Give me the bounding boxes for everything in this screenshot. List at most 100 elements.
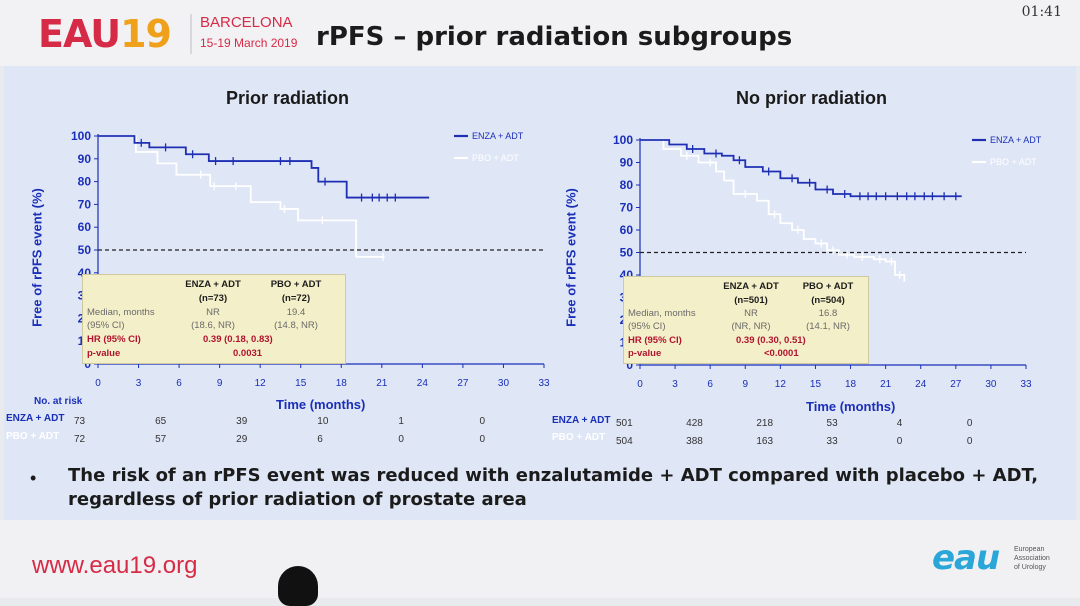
- stats-2-median-pbo: 16.8: [818, 308, 838, 319]
- slide-title: rPFS – prior radiation subgroups: [316, 22, 793, 52]
- chart-2-xlabel: Time (months): [806, 399, 896, 414]
- logo-dates: 15-19 March 2019: [200, 36, 298, 50]
- stats-2-p-value: <0.0001: [764, 348, 799, 359]
- eau19-logo: EAU19: [38, 12, 172, 56]
- stats-2-median-label: Median, months: [628, 308, 696, 319]
- stats-2-head-pbo: PBO + ADT: [802, 281, 854, 292]
- stats-1-hr-label: HR (95% CI): [87, 334, 141, 345]
- eau-text-line-2: Association: [1014, 555, 1050, 562]
- at-risk-1-pbo-value: 6: [317, 434, 323, 445]
- at-risk-2-pbo-value: 163: [756, 436, 774, 447]
- at-risk-2-pbo-value: 33: [826, 436, 838, 447]
- chart-1-x-tick-label: 21: [376, 378, 388, 389]
- at-risk-1-enza-value: 0: [479, 416, 486, 427]
- chart-1-y-tick-label: 90: [78, 152, 92, 166]
- stats-2-hr-label: HR (95% CI): [628, 335, 682, 346]
- slide-header: [0, 0, 1080, 66]
- chart-2-title: No prior radiation: [736, 88, 888, 108]
- chart-1-x-tick-label: 33: [538, 378, 550, 389]
- at-risk-1-enza-value: 39: [236, 416, 248, 427]
- stats-1-head-enza: ENZA + ADT: [185, 279, 241, 290]
- at-risk-2-enza-value: 218: [756, 418, 774, 429]
- at-risk-2-enza-value: 53: [826, 418, 838, 429]
- stats-2-ci-enza: (NR, NR): [731, 321, 771, 332]
- stats-box-2: ENZA + ADT PBO + ADT (n=501) (n=504) Med…: [623, 276, 869, 364]
- chart-2-y-tick-label: 0: [626, 358, 633, 372]
- chart-2-x-tick-label: 21: [880, 379, 892, 390]
- chart-2-x-tick-label: 3: [672, 379, 678, 390]
- at-risk-1-pbo-value: 0: [398, 434, 404, 445]
- eau-logo-mark: eau: [932, 538, 1000, 578]
- chart-2-y-tick-label: 80: [620, 178, 634, 192]
- chart-1-x-tick-label: 30: [498, 378, 510, 389]
- stats-2-p-label: p-value: [628, 348, 662, 359]
- stats-1-p-label: p-value: [87, 348, 121, 359]
- at-risk-1-pbo-value: 72: [74, 434, 86, 445]
- chart-2-y-tick-label: 50: [620, 246, 634, 260]
- chart-1-series-enza: [98, 135, 430, 199]
- at-risk-1-enza-value: 73: [74, 416, 86, 427]
- chart-2-y-tick-label: 90: [620, 156, 634, 170]
- stats-1-head-pbo: PBO + ADT: [270, 279, 322, 290]
- chart-1-series-pbo: [98, 135, 385, 258]
- chart-1-y-tick-label: 100: [71, 129, 91, 143]
- stats-2-median-enza: NR: [744, 308, 758, 319]
- stats-1-hr-value: 0.39 (0.18, 0.83): [203, 334, 273, 345]
- at-risk-2-pbo-value: 388: [686, 436, 703, 447]
- stats-1-median-enza: NR: [206, 307, 220, 318]
- stats-1-median-pbo: 19.4: [286, 307, 306, 318]
- at-risk-1-enza-label: ENZA + ADT: [6, 413, 65, 424]
- at-risk-2-enza-value: 0: [966, 418, 973, 429]
- chart-1-x-tick-label: 3: [136, 378, 142, 389]
- bullet-marker: •: [30, 468, 37, 488]
- stats-1-ci-label: (95% CI): [87, 320, 125, 331]
- chart-1-x-tick-label: 0: [95, 378, 101, 389]
- at-risk-2-enza-value: 4: [896, 418, 903, 429]
- stats-2-ci-label: (95% CI): [628, 321, 666, 332]
- chart-2-x-tick-label: 18: [845, 379, 857, 390]
- chart-1-title: Prior radiation: [226, 88, 350, 108]
- chart-1-x-tick-label: 6: [176, 378, 182, 389]
- at-risk-1-pbo-label: PBO + ADT: [6, 431, 60, 442]
- eau-text-line-1: European: [1014, 546, 1045, 553]
- chart-2-x-tick-label: 27: [950, 379, 962, 390]
- at-risk-2-enza-value: 428: [686, 418, 703, 429]
- chart-1-y-tick-label: 70: [78, 197, 92, 211]
- chart-1-xlabel: Time (months): [276, 397, 366, 412]
- chart-1-legend-label-pbo: PBO + ADT: [472, 153, 519, 163]
- chart-1-x-tick-label: 15: [295, 378, 307, 389]
- chart-2-x-tick-label: 30: [985, 379, 997, 390]
- chart-2-x-tick-label: 12: [775, 379, 787, 390]
- chart-1-y-tick-label: 80: [78, 175, 92, 189]
- chart-2-x-tick-label: 9: [742, 379, 748, 390]
- chart-1-legend-label-enza: ENZA + ADT: [472, 131, 524, 141]
- logo-city: BARCELONA: [200, 14, 293, 31]
- chart-2-x-tick-label: 15: [810, 379, 822, 390]
- at-risk-2-pbo-value: 0: [966, 436, 973, 447]
- chart-2-x-tick-label: 33: [1020, 379, 1032, 390]
- chart-1-x-tick-label: 24: [417, 378, 429, 389]
- stats-box-1: ENZA + ADT PBO + ADT (n=73) (n=72) Media…: [82, 274, 346, 364]
- at-risk-1-enza-value: 10: [317, 416, 329, 427]
- chart-1-x-tick-label: 9: [217, 378, 223, 389]
- logo-divider: [190, 14, 192, 54]
- speaker-pointer-shadow: [278, 566, 318, 606]
- at-risk-2-pbo-label: PBO + ADT: [552, 432, 606, 443]
- chart-2-x-tick-label: 0: [637, 379, 643, 390]
- chart-1-x-tick-label: 12: [255, 378, 267, 389]
- chart-2-y-tick-label: 60: [620, 223, 634, 237]
- at-risk-2-pbo-value: 0: [896, 436, 903, 447]
- stats-1-n-pbo: (n=72): [281, 293, 311, 304]
- footer-url: www.eau19.org: [32, 552, 198, 579]
- chart-1-y-tick-label: 60: [78, 220, 92, 234]
- at-risk-1-pbo-value: 29: [236, 434, 248, 445]
- slide-footer: [0, 520, 1080, 598]
- chart-2-legend-label-pbo: PBO + ADT: [990, 157, 1037, 167]
- clock: 01:41: [1021, 4, 1062, 20]
- chart-2-y-tick-label: 70: [620, 201, 634, 215]
- eau-logo-text: European Association of Urology: [1014, 545, 1074, 572]
- chart-2-legend-label-enza: ENZA + ADT: [990, 135, 1042, 145]
- eau-text-line-3: of Urology: [1014, 564, 1046, 571]
- at-risk-2-enza-label: ENZA + ADT: [552, 415, 611, 426]
